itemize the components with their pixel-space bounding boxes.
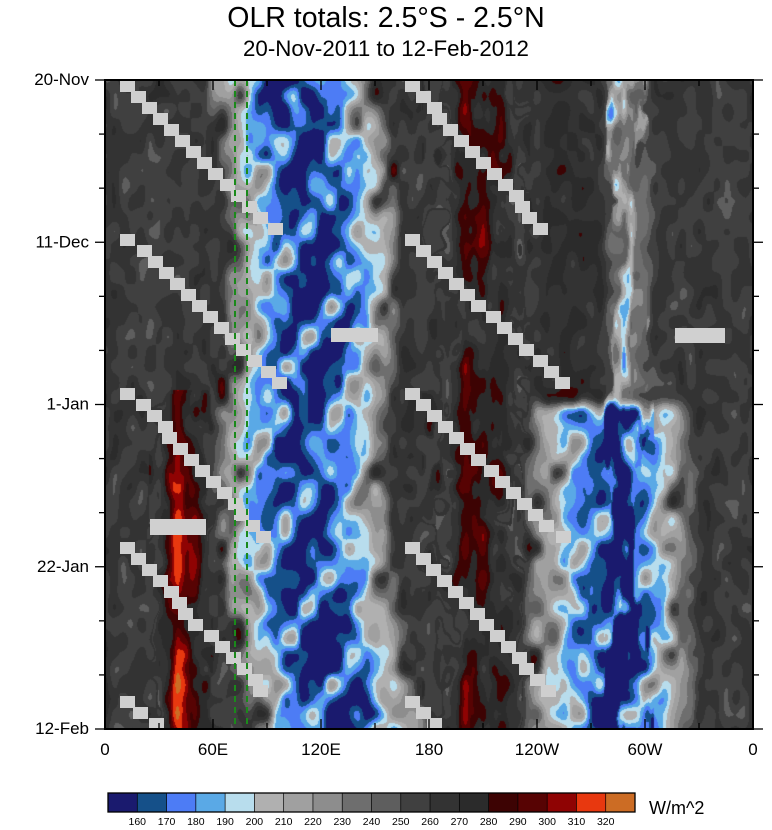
svg-text:260: 260 xyxy=(421,816,439,828)
svg-text:180: 180 xyxy=(415,740,443,759)
svg-text:1-Jan: 1-Jan xyxy=(46,395,89,414)
svg-text:200: 200 xyxy=(246,816,264,828)
svg-text:60E: 60E xyxy=(198,740,228,759)
svg-text:120E: 120E xyxy=(301,740,341,759)
svg-text:270: 270 xyxy=(451,816,469,828)
svg-text:240: 240 xyxy=(363,816,381,828)
svg-text:280: 280 xyxy=(480,816,498,828)
svg-text:190: 190 xyxy=(216,816,234,828)
svg-text:180: 180 xyxy=(187,816,205,828)
svg-text:12-Feb: 12-Feb xyxy=(35,719,89,738)
svg-text:250: 250 xyxy=(392,816,410,828)
svg-text:0: 0 xyxy=(100,740,109,759)
svg-text:170: 170 xyxy=(158,816,176,828)
svg-text:290: 290 xyxy=(509,816,527,828)
svg-text:20-Nov: 20-Nov xyxy=(34,70,89,89)
svg-text:22-Jan: 22-Jan xyxy=(37,557,89,576)
svg-text:120W: 120W xyxy=(515,740,559,759)
svg-text:160: 160 xyxy=(129,816,147,828)
svg-text:310: 310 xyxy=(568,816,586,828)
svg-text:60W: 60W xyxy=(628,740,663,759)
svg-text:300: 300 xyxy=(538,816,556,828)
svg-text:230: 230 xyxy=(333,816,351,828)
svg-text:11-Dec: 11-Dec xyxy=(35,232,89,251)
svg-text:210: 210 xyxy=(275,816,293,828)
svg-text:W/m^2: W/m^2 xyxy=(649,798,704,818)
svg-text:320: 320 xyxy=(597,816,615,828)
svg-text:220: 220 xyxy=(304,816,322,828)
svg-text:0: 0 xyxy=(748,740,757,759)
